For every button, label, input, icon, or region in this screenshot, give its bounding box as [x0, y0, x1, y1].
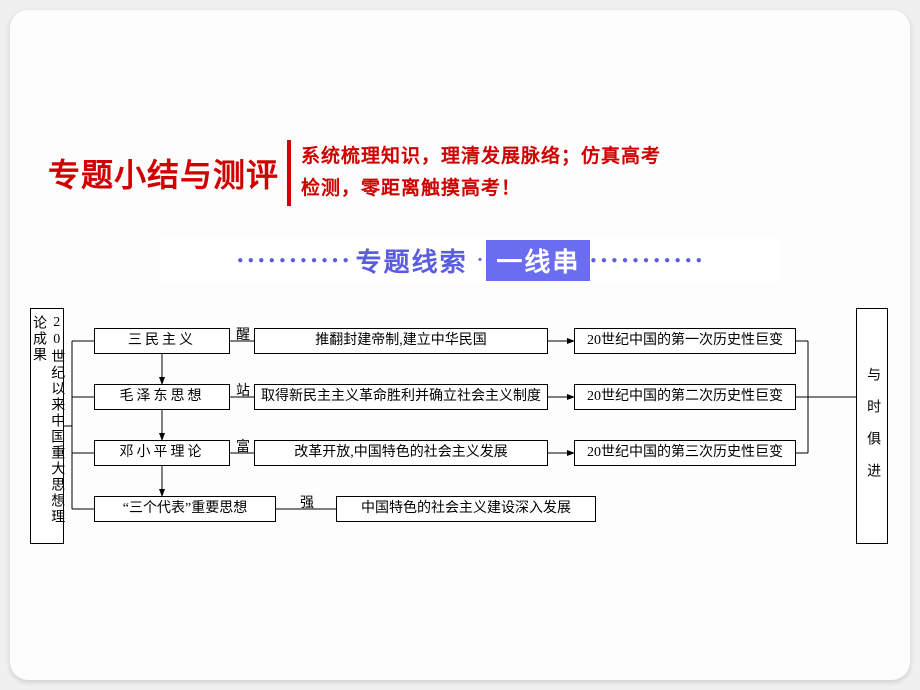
banner-text-left: 专题线索	[356, 242, 468, 279]
flow-diagram: 20世纪以来中国重大思想理论成果 与时俱进 三民主义醒推翻封建帝制,建立中华民国…	[30, 306, 890, 548]
col2-row2: 改革开放,中国特色的社会主义发展	[254, 440, 548, 466]
banner-text-box: 一线串	[486, 240, 590, 281]
title-right: 系统梳理知识，理清发展脉络；仿真高考 检测，零距离触摸高考！	[291, 141, 661, 206]
anno-row0: 醒	[236, 324, 250, 344]
col2-row3: 中国特色的社会主义建设深入发展	[336, 496, 596, 522]
col2-row0: 推翻封建帝制,建立中华民国	[254, 328, 548, 354]
title-left: 专题小结与测评	[48, 140, 291, 206]
root-node: 20世纪以来中国重大思想理论成果	[30, 308, 64, 544]
title-block: 专题小结与测评 系统梳理知识，理清发展脉络；仿真高考 检测，零距离触摸高考！	[48, 140, 661, 206]
banner: ● ● ● ● ● ● ● ● ● ● ● 专题线索 · 一线串 ● ● ● ●…	[160, 238, 780, 282]
title-right-line1: 系统梳理知识，理清发展脉络；仿真高考	[301, 141, 661, 173]
col1-row1: 毛泽东思想	[94, 384, 230, 410]
tail-node: 与时俱进	[856, 308, 888, 544]
anno-row1: 站	[236, 380, 250, 400]
banner-dot-sep: ·	[476, 245, 485, 275]
col2-row1: 取得新民主主义革命胜利并确立社会主义制度	[254, 384, 548, 410]
col3-row2: 20世纪中国的第三次历史性巨变	[574, 440, 796, 466]
col1-row2: 邓小平理论	[94, 440, 230, 466]
col3-row1: 20世纪中国的第二次历史性巨变	[574, 384, 796, 410]
anno-row3: 强	[300, 492, 314, 512]
col1-row0: 三民主义	[94, 328, 230, 354]
title-right-line2: 检测，零距离触摸高考！	[301, 173, 661, 205]
col1-row3: “三个代表”重要思想	[94, 496, 276, 522]
banner-dots-right: ● ● ● ● ● ● ● ● ● ● ●	[590, 255, 702, 266]
banner-dots-left: ● ● ● ● ● ● ● ● ● ● ●	[237, 255, 349, 266]
anno-row2: 富	[236, 436, 250, 456]
col3-row0: 20世纪中国的第一次历史性巨变	[574, 328, 796, 354]
